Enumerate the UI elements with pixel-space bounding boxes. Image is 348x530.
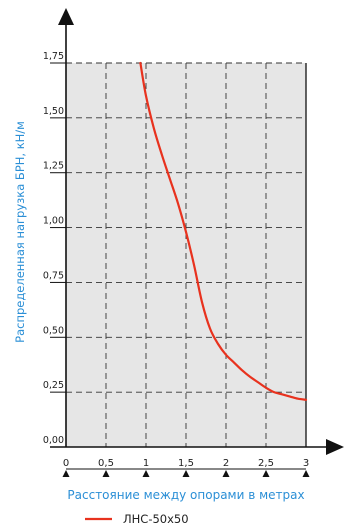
series-line-0 [139,61,308,401]
y-tick-label: 1,75 [43,51,64,62]
y-tick-label: 1,00 [43,216,64,227]
x-tick-marker [262,470,270,477]
x-tick-labels: 0 0,5 1 1,5 2 2,5 3 [63,458,309,469]
y-tick-label: 0,50 [43,325,64,336]
axes [50,8,344,477]
legend: ЛНС-50х50 [85,512,189,526]
x-tick-label: 2,5 [258,458,274,469]
series-layer [139,61,308,401]
x-tick-marker [62,470,70,477]
x-tick-label: 1,5 [178,458,194,469]
y-tick-label: 1,50 [43,106,64,117]
x-axis-title: Расстояние между опорами в метрах [67,488,304,502]
legend-label: ЛНС-50х50 [123,512,189,526]
x-tick-marker [182,470,190,477]
x-tick-label: 0,5 [98,458,114,469]
x-axis-arrow [326,439,344,455]
x-tick-marker [102,470,110,477]
x-tick-marker [142,470,150,477]
y-axis-title: Распределенная нагрузка БРН, кН/м [13,121,27,343]
y-tick-label: 0,75 [43,270,64,281]
x-tick-label: 0 [63,458,69,469]
y-tick-label: 1,25 [43,161,64,172]
grid [66,62,307,447]
x-tick-label: 2 [223,458,229,469]
x-tick-label: 3 [303,458,309,469]
y-axis-arrow [58,8,74,25]
y-tick-label: 0,25 [43,380,64,391]
y-tick-labels: 0,00 0,25 0,50 0,75 1,00 1,25 1,50 1,75 [43,51,64,446]
x-tick-marker [302,470,310,477]
y-tick-label: 0,00 [43,435,64,446]
x-tick-marker [222,470,230,477]
x-tick-label: 1 [143,458,149,469]
